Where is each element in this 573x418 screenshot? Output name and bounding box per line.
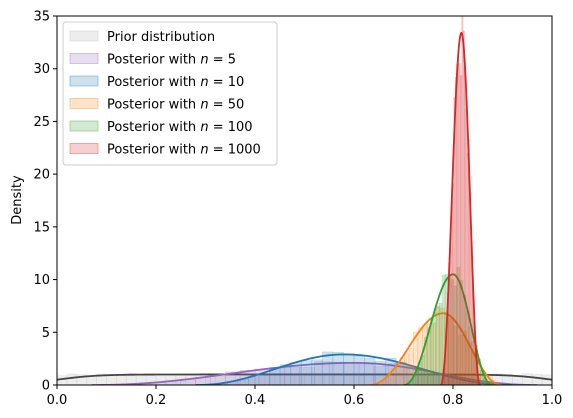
legend-label: Posterior with n = 50 [107,98,244,113]
legend-label: Posterior with n = 100 [107,120,253,135]
y-tick-label: 25 [33,115,50,130]
x-tick-label: 0.6 [344,393,365,408]
x-tick-label: 0.2 [146,393,167,408]
histogram-bar [404,352,410,385]
histogram-bar [96,373,107,385]
histogram-bar [313,361,330,385]
histogram-bar [343,353,355,385]
legend-swatch [69,98,99,109]
histogram-bar [299,366,315,385]
histogram-bar [290,361,302,385]
legend-box [62,21,278,166]
legend-swatch [69,53,99,64]
histogram-bar [403,366,419,385]
histogram-bar [364,357,376,385]
histogram-bar [353,355,365,385]
histogram-bar [521,373,533,385]
histogram-bar [512,374,523,385]
histogram-bar [458,63,461,385]
histogram-bar [502,374,513,385]
y-tick-label: 5 [42,326,50,341]
histogram-bar [420,354,425,385]
histogram-bar [412,331,419,385]
histogram-bar [395,361,408,385]
histogram-bar [492,373,503,385]
plot-frame [56,15,553,386]
legend-swatch [69,120,99,132]
histogram-bar [269,367,281,385]
histogram-bar [358,363,375,385]
histogram-bar [300,360,313,385]
histogram-bar [429,318,434,385]
series-5 [440,16,481,385]
x-tick-label: 0.0 [47,393,68,408]
histogram-bar [457,334,463,385]
histogram-bar [423,336,428,385]
legend-swatch [69,75,99,87]
legend-label: Posterior with n = 10 [107,75,244,90]
histogram-bar [435,305,441,385]
histogram-bar [435,306,440,385]
histogram-bar [471,341,476,385]
histogram-bar [432,311,437,385]
legend-swatch [69,143,99,154]
y-tick-label: 10 [33,273,50,288]
histogram-bar [66,373,78,385]
y-tick-label: 20 [33,168,50,183]
legend: Prior distribution Posterior with n = 5 Po… [62,21,278,166]
histogram-bar [438,302,443,385]
histogram-bar [210,375,226,385]
density-curve [91,361,538,385]
histogram-bar [459,279,464,385]
histogram-bar [461,16,464,385]
legend-swatch [69,30,99,42]
histogram-bar [332,351,344,385]
density-curve [195,353,513,385]
legend-label: Posterior with n = 1000 [107,143,261,158]
histogram-bar [311,359,323,385]
y-tick-label: 15 [33,220,50,235]
y-axis-label: Density [10,175,25,225]
histogram-bar [450,279,455,385]
y-tick-label: 30 [33,62,50,77]
legend-label: Prior distribution [107,30,215,45]
series-0 [57,373,552,385]
histogram-bar [531,373,543,385]
histogram-bar [453,285,458,385]
histogram-bar [453,97,456,385]
histogram-bar [462,330,468,385]
histogram-bar [399,357,405,385]
x-tick-label: 0.8 [443,393,464,408]
y-axis: 0 5 10 15 20 25 30 35 [33,10,57,394]
y-tick-label: 0 [42,379,50,394]
x-axis: 0.0 0.2 0.4 0.6 0.8 1.0 [47,385,563,408]
histogram-bar [430,322,437,385]
x-tick-label: 0.4 [245,393,266,408]
y-tick-label: 35 [33,10,50,25]
histogram-bar [467,139,471,385]
density-curve [440,31,481,385]
histogram-bar [258,373,270,385]
histogram-bar [460,74,463,385]
histogram-bar [321,351,334,385]
legend-label: Posterior with n = 5 [107,53,236,68]
x-tick-label: 1.0 [542,393,563,408]
